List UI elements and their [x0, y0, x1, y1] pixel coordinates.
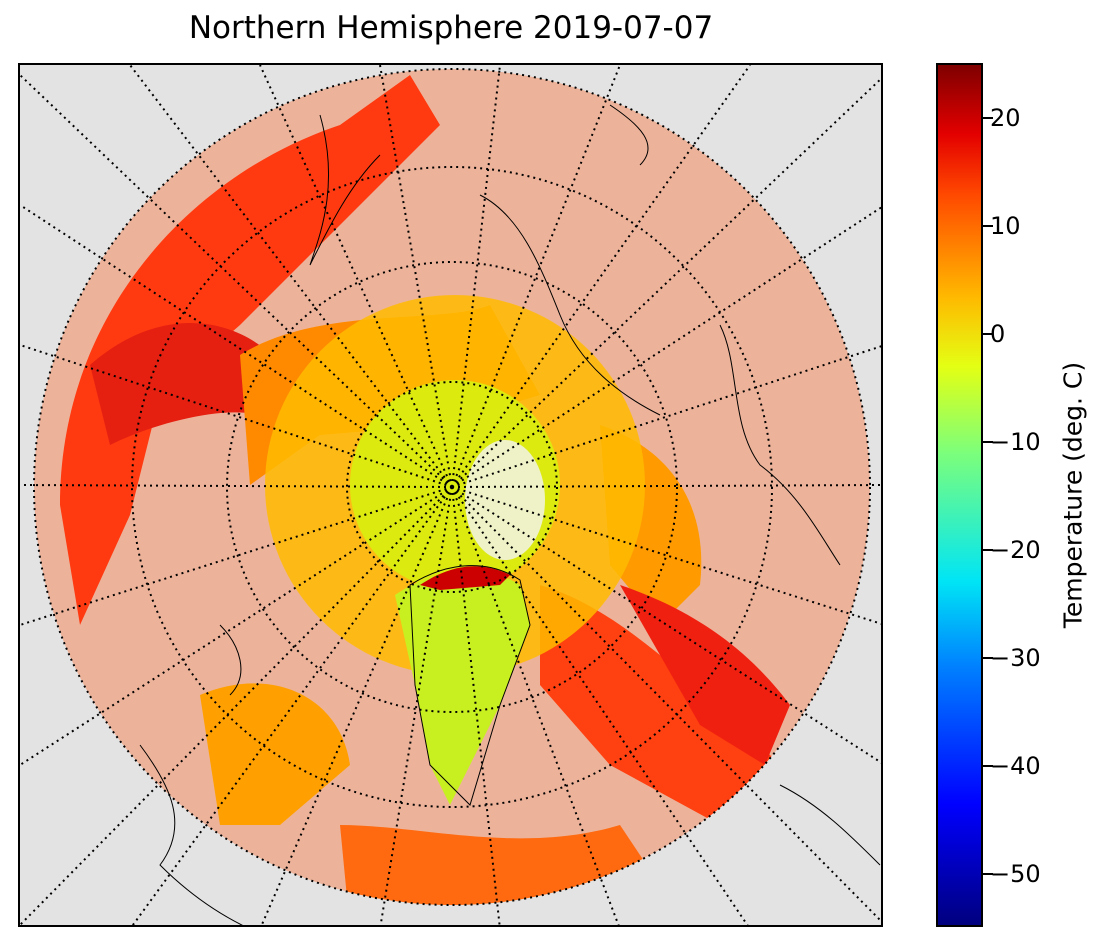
colorbar-tick [983, 765, 993, 767]
coastlines [139, 104, 881, 925]
colorbar-tick-label: −30 [990, 644, 1041, 672]
colorbar-tick-label: −40 [990, 752, 1041, 780]
colorbar-tick [983, 873, 993, 875]
colorbar-tick [983, 657, 993, 659]
colorbar-tick-label: 10 [990, 212, 1021, 240]
colorbar-label: Temperature (deg. C) [1058, 361, 1088, 629]
colorbar-tick [983, 441, 993, 443]
map-title: Northern Hemisphere 2019-07-07 [188, 10, 714, 46]
colorbar-tick-label: 0 [990, 320, 1006, 348]
polar-map [18, 63, 883, 927]
colorbar-tick-label: −10 [990, 428, 1041, 456]
graticule [20, 65, 881, 925]
colorbar-tick [983, 117, 993, 119]
colorbar-tick-label: −50 [990, 860, 1041, 888]
colorbar-tick [983, 225, 993, 227]
polar-map-canvas [20, 65, 881, 925]
temperature-field [34, 69, 870, 905]
colorbar-tick [983, 333, 993, 335]
colorbar [936, 63, 983, 927]
colorbar-tick-label: 20 [990, 104, 1021, 132]
colorbar-tick-label: −20 [990, 536, 1041, 564]
colorbar-tick [983, 549, 993, 551]
